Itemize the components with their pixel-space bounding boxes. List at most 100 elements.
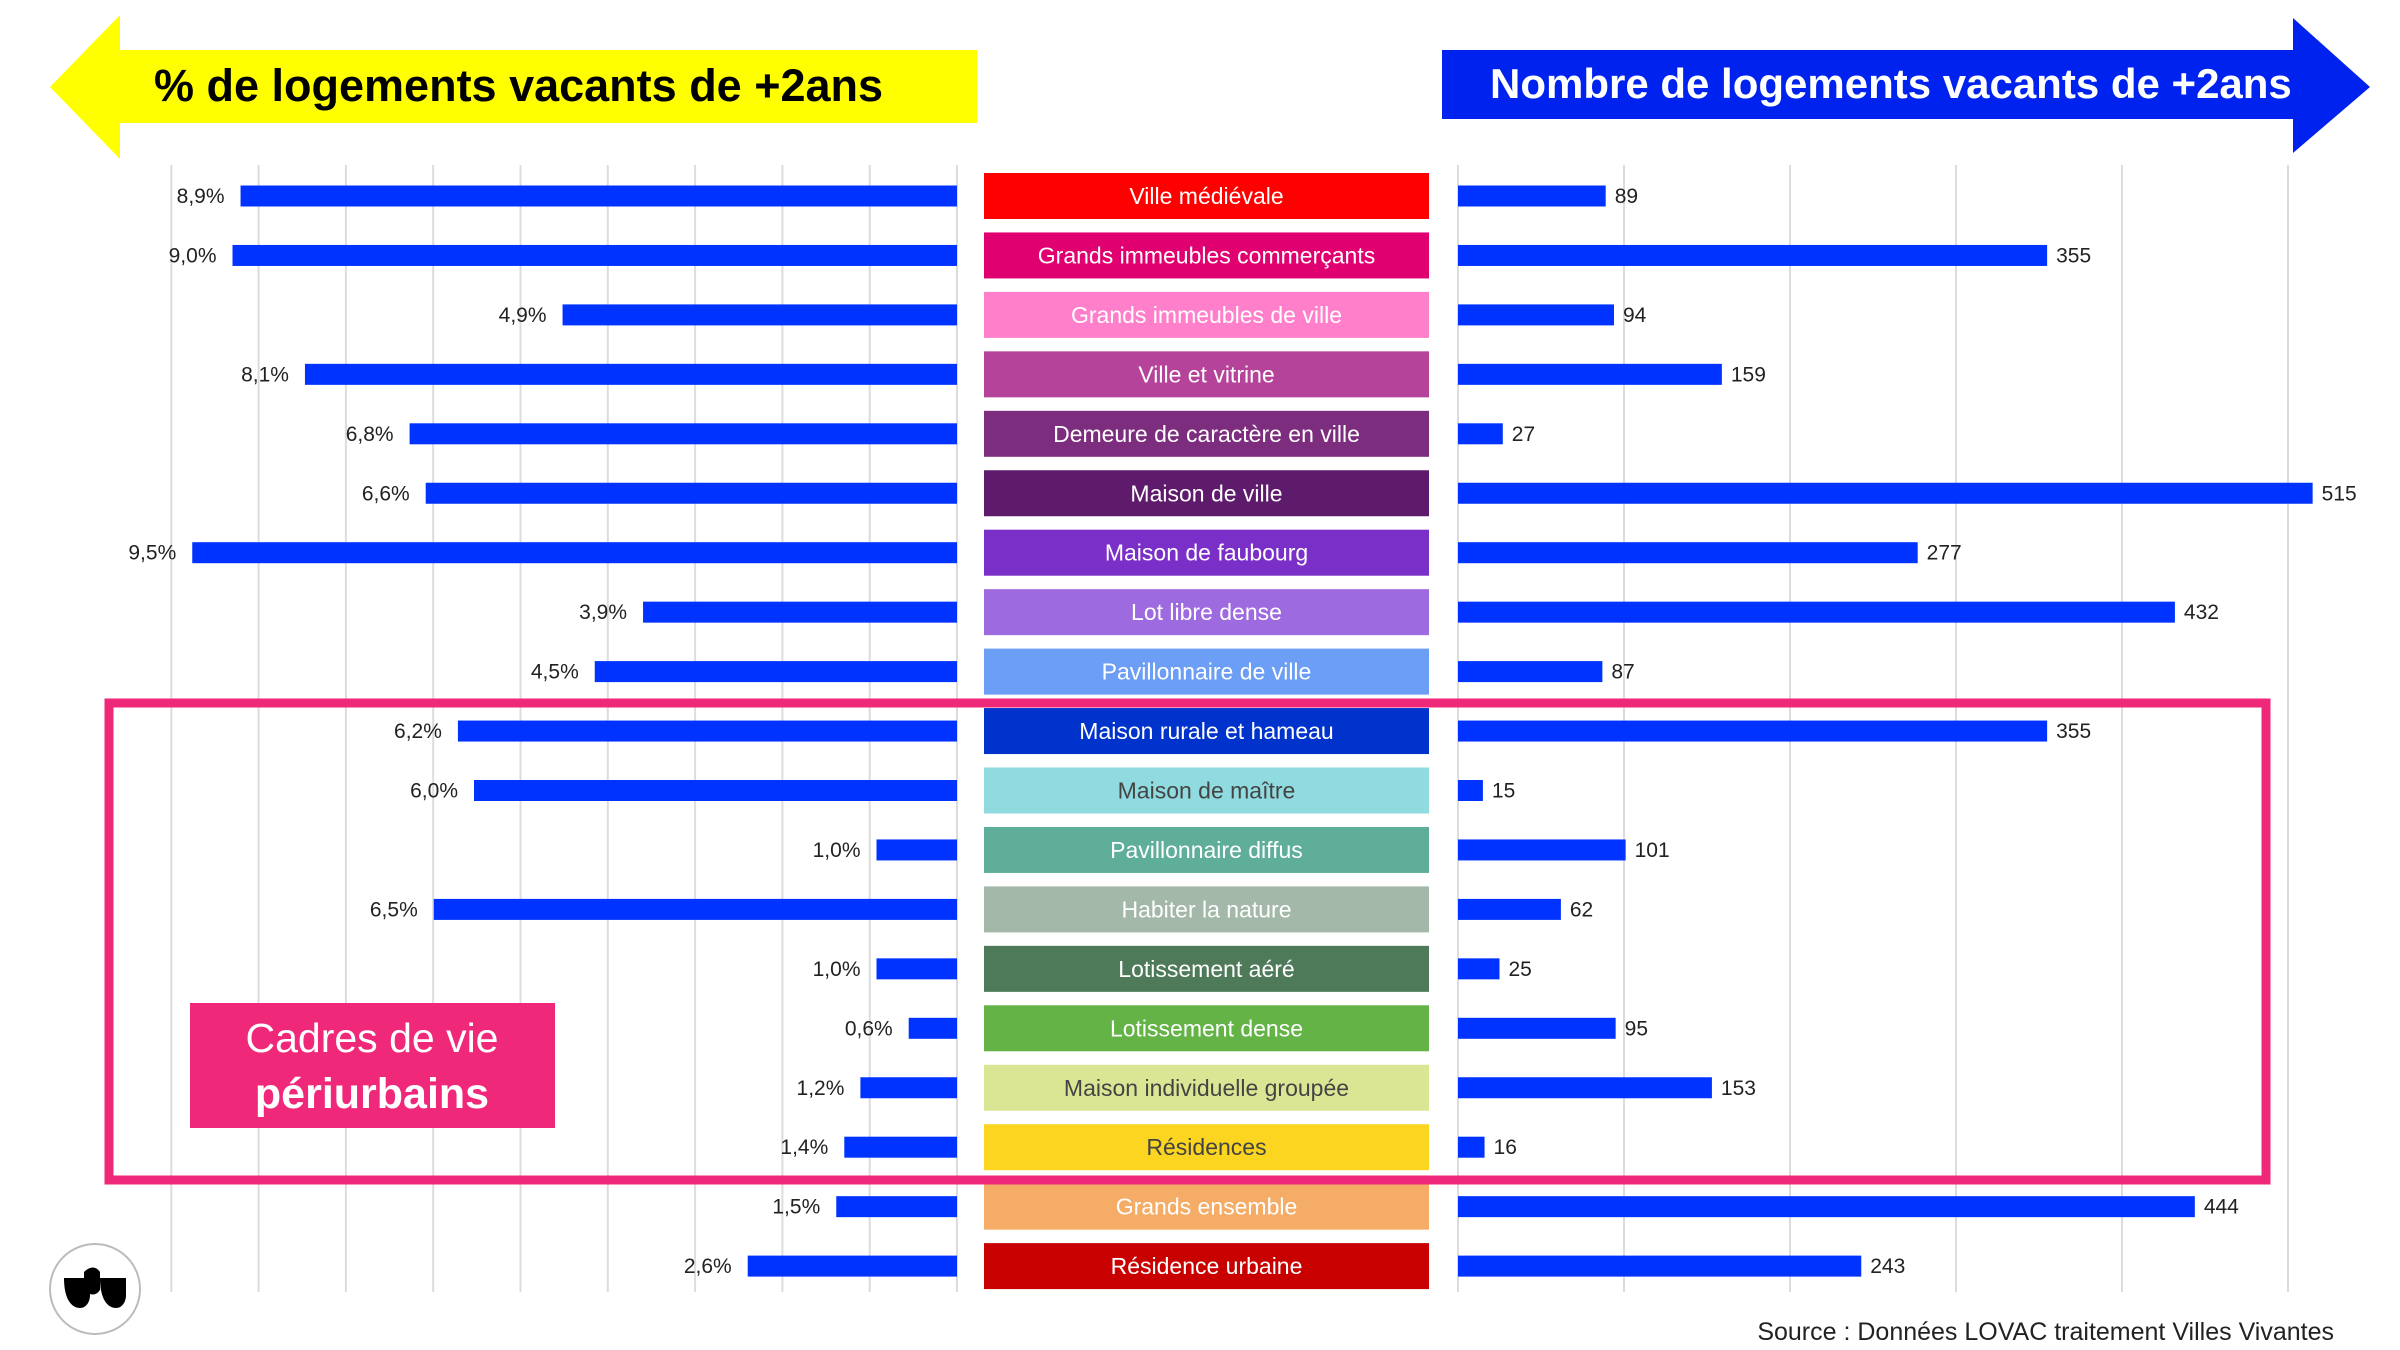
left-bar (474, 780, 957, 801)
left-value-label: 4,9% (499, 304, 547, 327)
right-value-label: 15 (1492, 780, 1515, 803)
category-label: Ville médiévale (1129, 183, 1283, 209)
left-bar (908, 1017, 957, 1039)
left-bar (409, 423, 958, 445)
right-value-label: 515 (2322, 482, 2357, 505)
periurban-label-line1: Cadres de vie (246, 1015, 499, 1061)
right-value-label: 101 (1635, 839, 1670, 862)
right-bar (1458, 1196, 2195, 1218)
category-label: Maison individuelle groupée (1064, 1075, 1349, 1101)
category-box (984, 648, 1429, 695)
left-value-label: 9,5% (128, 542, 176, 565)
left-bar (433, 898, 957, 920)
right-value-label: 89 (1615, 185, 1638, 208)
category-box (984, 173, 1429, 219)
category-label: Ville et vitrine (1138, 361, 1274, 387)
right-bar (1458, 898, 1561, 920)
left-value-label: 1,0% (813, 839, 861, 862)
category-label: Grands immeubles de ville (1071, 302, 1342, 328)
category-box (984, 708, 1429, 755)
left-bar (860, 1077, 957, 1099)
right-header-title: Nombre de logements vacants de +2ans (1490, 60, 2292, 107)
left-value-label: 6,0% (410, 780, 458, 803)
category-label: Maison de maître (1118, 778, 1296, 804)
right-value-label: 16 (1494, 1136, 1517, 1159)
left-bar (643, 601, 957, 623)
left-bar (232, 244, 957, 266)
right-value-label: 87 (1611, 661, 1634, 684)
right-bar (1458, 720, 2048, 742)
category-box (984, 410, 1429, 457)
category-label: Lotissement aéré (1118, 956, 1294, 982)
left-arrow-shape (50, 15, 977, 159)
left-value-label: 6,2% (394, 720, 442, 743)
category-label: Résidences (1146, 1134, 1266, 1160)
left-header-title: % de logements vacants de +2ans (154, 60, 883, 111)
left-bars (192, 185, 958, 1277)
right-bar (1458, 661, 1603, 683)
category-box (984, 945, 1429, 992)
right-value-label: 355 (2056, 720, 2091, 743)
left-value-label: 6,6% (362, 482, 410, 505)
right-bar (1458, 780, 1483, 801)
right-bar (1458, 1136, 1485, 1158)
periurban-label-box (190, 1003, 555, 1128)
category-label: Maison rurale et hameau (1079, 718, 1333, 744)
right-value-label: 25 (1508, 958, 1531, 981)
left-value-label: 1,0% (813, 958, 861, 981)
left-bar (876, 958, 957, 980)
left-value-labels: 8,9% 9,0% 4,9% 8,1% 6,8% 6,6% 9,5% 3,9% 4,5% 6,2%… (128, 185, 892, 1278)
left-value-label: 6,5% (370, 898, 418, 921)
right-value-label: 444 (2204, 1196, 2239, 1219)
right-bar (1458, 839, 1626, 861)
right-value-label: 62 (1570, 898, 1593, 921)
left-bar (425, 482, 957, 504)
right-bar (1458, 482, 2313, 504)
periurban-highlight-frame (104, 698, 2271, 1185)
category-label: Maison de ville (1130, 480, 1282, 506)
left-value-label: 6,8% (346, 423, 394, 446)
right-value-label: 432 (2184, 601, 2219, 624)
right-value-label: 94 (1623, 304, 1647, 327)
category-label: Pavillonnaire de ville (1102, 659, 1312, 685)
left-value-label: 0,6% (845, 1017, 893, 1040)
left-value-label: 9,0% (169, 244, 217, 267)
right-bar (1458, 363, 1722, 385)
left-value-label: 1,5% (772, 1196, 820, 1219)
left-bar (747, 1255, 957, 1277)
category-box (984, 589, 1429, 636)
left-value-label: 1,2% (797, 1077, 845, 1100)
right-bar (1458, 1255, 1862, 1277)
right-bar (1458, 601, 2175, 623)
category-label: Lot libre dense (1131, 599, 1282, 625)
right-bar (1458, 958, 1500, 980)
category-label: Grands immeubles commerçants (1038, 242, 1375, 268)
category-label: Maison de faubourg (1105, 540, 1308, 566)
category-label: Résidence urbaine (1111, 1253, 1303, 1279)
category-box (984, 1183, 1429, 1230)
left-bar (304, 363, 957, 385)
category-box (984, 291, 1429, 338)
right-value-label: 243 (1870, 1255, 1905, 1278)
left-value-label: 4,5% (531, 661, 579, 684)
left-bar (836, 1196, 957, 1218)
category-box (984, 826, 1429, 873)
right-value-label: 159 (1731, 363, 1766, 386)
category-box (984, 529, 1429, 576)
category-label: Demeure de caractère en ville (1053, 421, 1360, 447)
right-header-arrow: Nombre de logements vacants de +2ans (1442, 18, 2370, 153)
category-box (984, 1064, 1429, 1111)
right-value-label: 277 (1927, 542, 1962, 565)
left-value-label: 2,6% (684, 1255, 732, 1278)
left-value-label: 8,9% (177, 185, 225, 208)
category-box (984, 470, 1429, 517)
category-label: Grands ensemble (1116, 1194, 1298, 1220)
category-box (984, 1005, 1429, 1052)
right-bar (1458, 185, 1606, 207)
right-arrow-shape (1442, 18, 2370, 153)
right-value-label: 153 (1721, 1077, 1756, 1100)
left-bar (844, 1136, 957, 1158)
left-header-arrow: % de logements vacants de +2ans (50, 15, 977, 159)
left-value-label: 8,1% (241, 363, 289, 386)
